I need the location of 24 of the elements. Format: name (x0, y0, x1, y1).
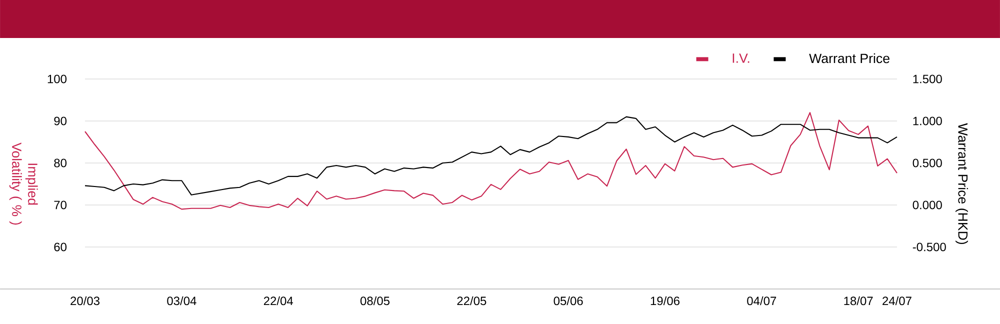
x-tick-label: 04/07 (747, 296, 776, 306)
legend-label: I.V. (732, 54, 750, 63)
y-tick-label: 90 (54, 116, 67, 126)
y2-tick-label: 0.500 (912, 158, 942, 168)
y-tick-label: 100 (48, 74, 67, 84)
x-tick-label: 08/05 (360, 296, 390, 306)
y2-tick-label: -0.500 (912, 242, 946, 252)
x-tick-label: 24/07 (882, 296, 912, 306)
y2-tick-label: 1.000 (913, 116, 942, 126)
y-axis-title: Implied Volatility ( % ) (9, 142, 38, 225)
x-tick-label: 05/06 (554, 296, 583, 306)
y2-tick-label: 0.000 (912, 200, 942, 210)
y2-tick-label: 1.500 (913, 74, 942, 84)
x-tick-label: 22/04 (264, 296, 293, 306)
y-tick-label: 60 (54, 242, 67, 252)
x-tick-label: 20/03 (70, 296, 100, 306)
x-tick-label: 19/06 (650, 296, 680, 306)
x-tick-label: 03/04 (167, 296, 196, 306)
y-tick-label: 70 (54, 200, 67, 210)
x-tick-label: 18/07 (844, 296, 873, 306)
legend-label: Warrant Price (809, 53, 890, 64)
x-tick-label: 22/05 (457, 296, 486, 306)
y2-axis-title: Warrant Price (HKD) (956, 123, 968, 244)
y-tick-label: 80 (54, 158, 67, 168)
